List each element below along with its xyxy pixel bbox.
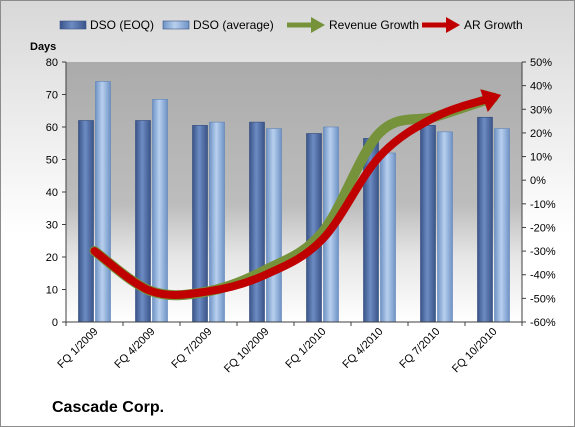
y-left-title: Days xyxy=(30,41,57,53)
x-tick-label: FQ 7/2009 xyxy=(169,326,214,371)
legend-swatch xyxy=(59,20,87,30)
y-left-tick-label: 30 xyxy=(46,220,58,232)
legend-label: AR Growth xyxy=(464,18,523,32)
y-right-tick-label: 50% xyxy=(530,57,552,69)
y-right-tick-label: -50% xyxy=(530,293,556,305)
y-left-tick-label: 20 xyxy=(46,252,58,264)
y-right-tick-label: -60% xyxy=(530,317,556,329)
bar-dso-average-7 xyxy=(494,128,510,323)
y-left-tick-label: 60 xyxy=(46,122,58,134)
legend-arrow-icon xyxy=(446,17,460,33)
x-tick-label: FQ 1/2009 xyxy=(55,326,100,371)
y-left-tick-label: 70 xyxy=(46,90,58,102)
y-left-tick-label: 40 xyxy=(46,187,58,199)
bar-dso-average-5 xyxy=(380,152,396,323)
ar-growth-line xyxy=(90,93,498,299)
y-left-tick-label: 10 xyxy=(46,285,58,297)
y-right-tick-label: -20% xyxy=(530,222,556,234)
y-right-tick-label: 30% xyxy=(530,104,552,116)
legend-swatch xyxy=(162,20,190,30)
y-right-tick-label: 20% xyxy=(530,128,552,140)
company-name: Cascade Corp. xyxy=(52,399,165,416)
bar-dso-eoq-7 xyxy=(477,116,493,323)
bar-dso-average-0 xyxy=(95,81,111,323)
bar-dso-eoq-0 xyxy=(78,120,94,323)
ar-growth-arrowhead xyxy=(480,89,502,112)
bar-dso-average-6 xyxy=(437,131,453,323)
legend-label: DSO (EOQ) xyxy=(90,18,154,32)
legend-arrow-icon xyxy=(311,17,325,33)
y-left-tick-label: 0 xyxy=(52,317,58,329)
bar-dso-eoq-4 xyxy=(306,133,322,323)
x-tick-label: FQ 7/2010 xyxy=(397,326,442,371)
x-tick-label: FQ 4/2010 xyxy=(340,326,385,371)
legend-label: DSO (average) xyxy=(193,18,274,32)
y-left-tick-label: 80 xyxy=(46,57,58,69)
legend-label: Revenue Growth xyxy=(329,18,419,32)
y-right-tick-label: 40% xyxy=(530,81,552,93)
y-left-tick-label: 50 xyxy=(46,155,58,167)
bar-dso-eoq-6 xyxy=(420,125,436,323)
x-tick-label: FQ 10/2009 xyxy=(222,326,272,376)
x-tick-label: FQ 10/2010 xyxy=(450,326,500,376)
bar-dso-eoq-3 xyxy=(249,121,265,323)
x-tick-label: FQ 4/2009 xyxy=(112,326,157,371)
x-tick-label: FQ 1/2010 xyxy=(283,326,328,371)
bar-dso-average-3 xyxy=(266,128,282,323)
y-right-tick-label: -30% xyxy=(530,246,556,258)
y-right-tick-label: -10% xyxy=(530,199,556,211)
y-right-tick-label: 10% xyxy=(530,152,552,164)
y-right-tick-label: -40% xyxy=(530,270,556,282)
y-right-tick-label: 0% xyxy=(530,175,546,187)
